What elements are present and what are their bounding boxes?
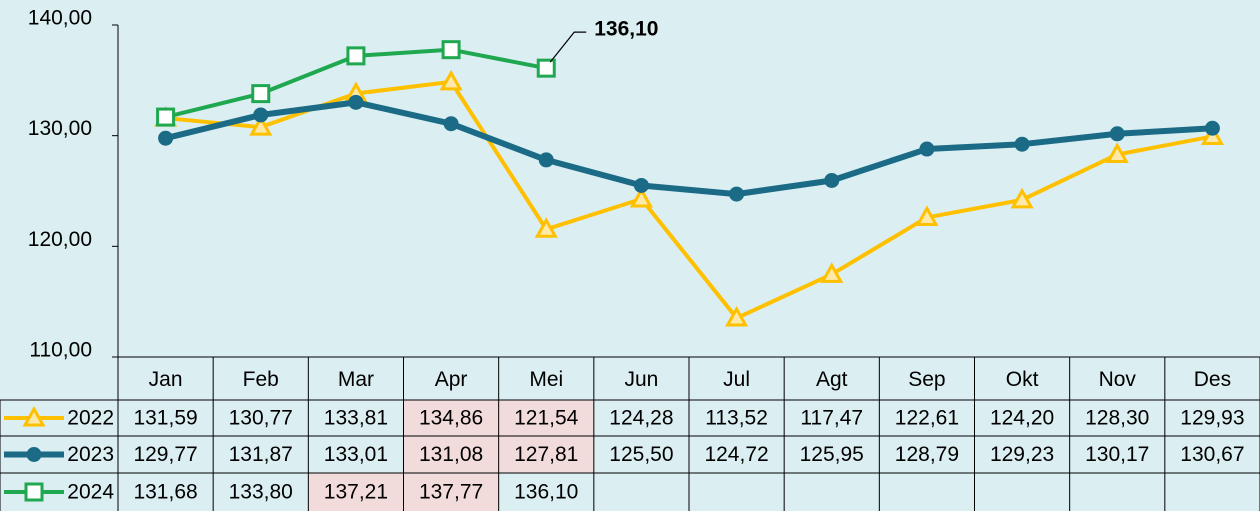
y-tick-label: 130,00: [28, 117, 92, 140]
x-tick-label: Sep: [908, 368, 945, 391]
table-cell: 125,50: [609, 443, 673, 466]
x-tick-label: Jul: [723, 368, 750, 391]
series-marker: [534, 217, 558, 238]
x-tick-label: Des: [1194, 368, 1231, 391]
table-cell: 133,81: [324, 407, 388, 430]
y-tick-label: 110,00: [29, 339, 92, 362]
table-cell: 129,93: [1180, 407, 1244, 430]
table-cell: 134,86: [419, 407, 483, 430]
table-cell: 113,52: [705, 407, 768, 430]
table-cell: 122,61: [895, 407, 959, 430]
table-cell: 128,30: [1085, 407, 1149, 430]
y-tick-label: 120,00: [28, 228, 92, 251]
x-tick-label: Jun: [624, 368, 658, 391]
legend-label: 2022: [67, 407, 114, 430]
annotation-leader: [549, 31, 587, 63]
series-marker: [439, 69, 463, 91]
highlight-cell: [308, 473, 404, 511]
table-cell: 130,67: [1180, 443, 1244, 466]
legend-label: 2024: [67, 481, 114, 504]
highlight-cell: [403, 473, 499, 511]
table-cell: 136,10: [514, 481, 578, 504]
table-cell: 131,08: [419, 443, 483, 466]
table-cell: 129,77: [133, 443, 197, 466]
series-marker: [348, 94, 364, 110]
annotation: 136,10: [594, 18, 658, 41]
x-tick-label: Jan: [149, 368, 183, 391]
series-marker: [633, 177, 649, 193]
series-marker: [156, 107, 176, 127]
table-cell: 130,17: [1085, 443, 1149, 466]
table-cell: 133,80: [229, 481, 293, 504]
series-line: [165, 79, 1213, 321]
series-marker: [536, 58, 556, 78]
series-marker: [1010, 187, 1034, 209]
highlight-cell: [403, 436, 499, 473]
table-cell: 124,72: [704, 443, 768, 466]
table-cell: 129,23: [990, 443, 1054, 466]
series-marker: [538, 152, 554, 168]
x-tick-label: Mar: [338, 368, 374, 391]
series-marker: [915, 205, 939, 226]
legend-marker: [22, 405, 46, 427]
table-cell: 137,21: [324, 481, 388, 504]
legend-marker: [24, 482, 44, 502]
series-marker: [1105, 142, 1129, 163]
table-cell: 124,20: [990, 407, 1054, 430]
highlight-cell: [498, 436, 594, 473]
x-tick-label: Agt: [816, 368, 848, 391]
table-cell: 131,68: [133, 481, 197, 504]
table-cell: 128,79: [895, 443, 959, 466]
series-marker: [729, 186, 745, 202]
table-cell: 127,81: [514, 443, 578, 466]
table-cell: 125,95: [800, 443, 864, 466]
series-marker: [251, 84, 271, 104]
table-cell: 121,54: [514, 407, 579, 430]
table-cell: 117,47: [800, 407, 863, 430]
table-cell: 131,59: [133, 407, 197, 430]
x-tick-label: Apr: [435, 368, 468, 391]
y-tick-label: 140,00: [28, 7, 92, 30]
series-marker: [629, 186, 653, 208]
series-marker: [1014, 136, 1030, 152]
highlight-cell: [403, 400, 499, 436]
legend-label: 2023: [67, 443, 114, 466]
series-marker: [253, 107, 269, 123]
series-marker: [443, 116, 459, 132]
series-marker: [1109, 126, 1125, 142]
series-marker: [158, 130, 174, 146]
table-cell: 137,77: [419, 481, 483, 504]
table-cell: 133,01: [324, 443, 388, 466]
table-cell: 131,87: [229, 443, 293, 466]
series-marker: [725, 305, 749, 327]
series-marker: [1204, 120, 1220, 136]
highlight-cell: [498, 400, 594, 436]
series-marker: [249, 115, 273, 136]
legend-marker: [26, 447, 42, 462]
series-marker: [441, 40, 461, 60]
series-marker: [346, 46, 366, 66]
table-cell: 130,77: [229, 407, 293, 430]
x-tick-label: Okt: [1006, 368, 1039, 391]
x-tick-label: Feb: [243, 368, 279, 391]
series-marker: [919, 141, 935, 157]
x-tick-label: Nov: [1099, 368, 1137, 391]
series-marker: [824, 172, 840, 188]
series-marker: [820, 262, 844, 283]
x-tick-label: Mei: [529, 368, 563, 391]
series-line: [164, 99, 1213, 198]
table-cell: 124,28: [609, 407, 673, 430]
